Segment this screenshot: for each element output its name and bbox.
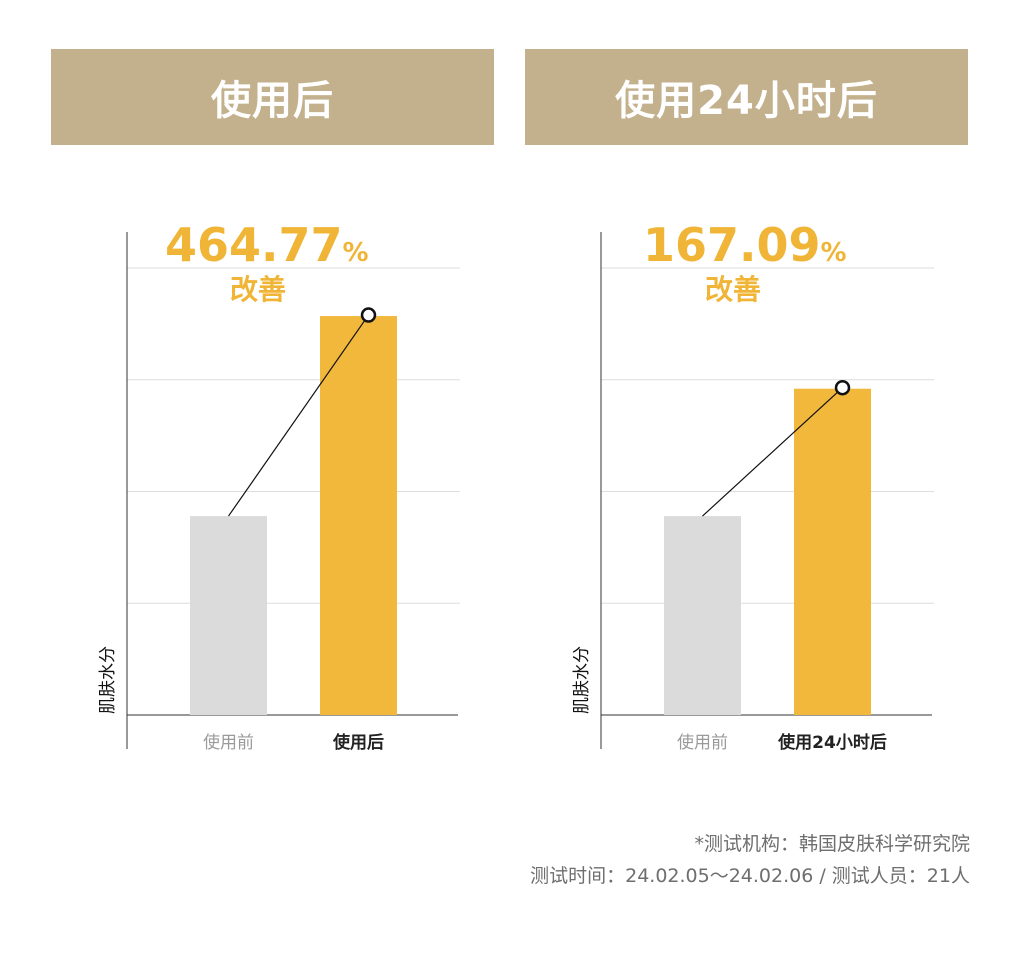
- trend-line: [228, 314, 369, 517]
- footnote-test-period: 测试时间：24.02.05～24.02.06 / 测试人员：21人: [530, 865, 970, 887]
- panel-header-after-use: 使用后: [51, 49, 494, 145]
- improvement-label: 改善: [230, 273, 286, 306]
- bar-after: [320, 316, 397, 715]
- bar-after: [794, 388, 871, 715]
- bar-before: [664, 516, 741, 715]
- panel-header-after-24h: 使用24小时后: [525, 49, 968, 145]
- improvement-value: 464.77%: [165, 218, 369, 272]
- improvement-label: 改善: [705, 273, 761, 306]
- trend-line: [702, 387, 843, 517]
- x-tick-label: 使用前: [677, 732, 728, 753]
- x-tick-label: 使用后: [332, 732, 384, 753]
- x-tick-label: 使用24小时后: [777, 732, 887, 753]
- footnote-test-institution: *测试机构：韩国皮肤科学研究院: [694, 833, 970, 855]
- trend-point: [360, 307, 377, 323]
- trend-point: [834, 379, 851, 396]
- x-tick-label: 使用前: [203, 732, 254, 753]
- improvement-value: 167.09%: [643, 218, 847, 272]
- y-axis-label: 肌肤水分: [572, 646, 592, 714]
- y-axis-label: 肌肤水分: [98, 646, 118, 714]
- bar-before: [190, 516, 267, 715]
